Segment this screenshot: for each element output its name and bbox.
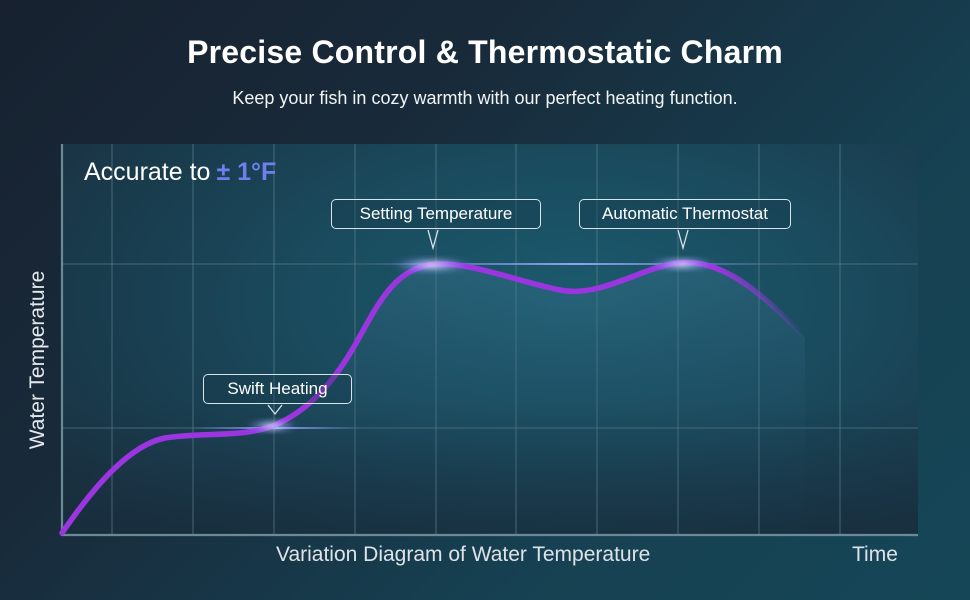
- callout-pointers: [267, 229, 689, 416]
- glow-auto-thermostat: [648, 257, 716, 271]
- x-axis-title: Variation Diagram of Water Temperature: [276, 543, 651, 566]
- y-axis-label: Water Temperature: [26, 270, 49, 450]
- callout-swift-heating: Swift Heating: [203, 374, 352, 404]
- callout-setting-temperature: Setting Temperature: [331, 199, 541, 229]
- page-title: Precise Control & Thermostatic Charm: [187, 34, 783, 70]
- glow-setting-temp: [392, 257, 472, 273]
- accuracy-prefix: Accurate to: [84, 158, 211, 186]
- x-axis-time-label: Time: [852, 543, 898, 566]
- accuracy-value: ± 1°F: [216, 158, 277, 186]
- accuracy-label: Accurate to ± 1°F: [84, 158, 276, 187]
- setting-temp-glow-line: [370, 263, 780, 265]
- callout-automatic-thermostat: Automatic Thermostat: [579, 199, 791, 229]
- curve-area: [62, 262, 805, 535]
- page-subtitle: Keep your fish in cozy warmth with our p…: [232, 88, 738, 108]
- glow-swift-heating: [246, 419, 298, 433]
